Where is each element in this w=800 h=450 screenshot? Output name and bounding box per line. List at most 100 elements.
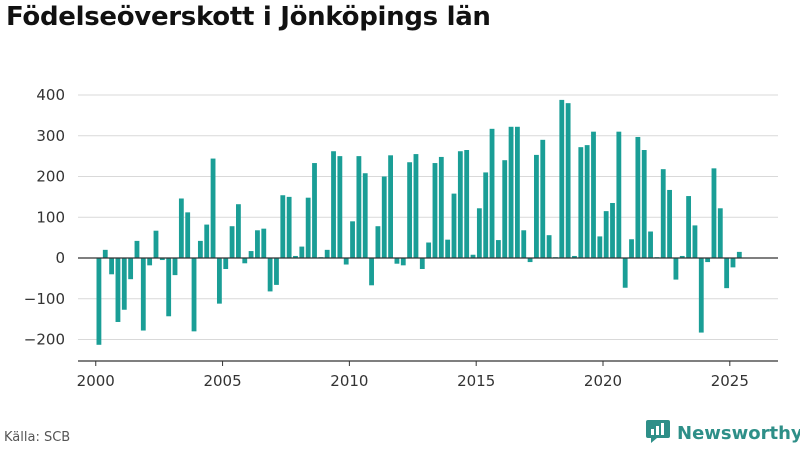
bar <box>483 172 489 258</box>
bar <box>324 249 330 258</box>
bar <box>717 208 723 258</box>
bar <box>293 255 298 258</box>
bar <box>147 258 153 266</box>
bar <box>274 258 279 285</box>
bar <box>667 189 672 258</box>
bar <box>375 226 381 258</box>
bar <box>267 258 273 292</box>
bar <box>508 126 514 258</box>
bar <box>255 230 260 258</box>
brand-logo[interactable]: Newsworthy <box>645 420 800 446</box>
bar <box>692 225 698 258</box>
bar <box>159 258 165 261</box>
bar <box>730 258 736 268</box>
page-title: Födelseöverskott i Jönköpings län <box>6 2 491 32</box>
bar <box>698 258 704 333</box>
x-tick-label: 2025 <box>711 372 749 390</box>
bar <box>394 258 400 264</box>
bar <box>705 258 711 263</box>
bar <box>280 195 286 258</box>
bar <box>641 150 647 258</box>
bar <box>426 242 432 258</box>
bar <box>559 99 565 258</box>
bar <box>369 258 374 286</box>
bar <box>476 208 482 258</box>
bar <box>128 258 134 280</box>
bar <box>521 230 527 258</box>
bar <box>102 249 108 258</box>
y-tick-label: −100 <box>24 290 65 308</box>
bar <box>153 230 159 258</box>
x-axis: 2000 2005 2010 2015 2020 2025 <box>77 360 778 390</box>
x-tick-label: 2015 <box>457 372 495 390</box>
bar <box>248 251 254 258</box>
bar <box>115 258 121 322</box>
bar <box>388 155 393 258</box>
bar <box>166 258 172 317</box>
bar <box>407 162 413 258</box>
bar <box>356 156 362 258</box>
bar <box>565 103 571 259</box>
bar <box>299 246 305 258</box>
bar <box>419 258 425 270</box>
bar <box>603 211 609 258</box>
bar <box>400 258 406 266</box>
bar <box>578 147 584 258</box>
y-tick-label: 200 <box>36 168 65 186</box>
bar <box>134 240 140 258</box>
bar <box>140 258 146 331</box>
bar <box>635 136 641 258</box>
y-tick-label: 300 <box>36 127 65 145</box>
bar <box>572 255 577 258</box>
bar <box>197 240 203 258</box>
bar <box>438 156 444 258</box>
bar <box>686 196 692 258</box>
bar <box>286 196 292 258</box>
bar <box>236 204 241 258</box>
bar <box>622 258 628 288</box>
bar <box>432 163 438 258</box>
x-tick-label: 2000 <box>77 372 115 390</box>
bar <box>527 258 533 263</box>
bar <box>178 198 184 258</box>
grid-lines <box>78 94 778 340</box>
x-tick-label: 2005 <box>203 372 241 390</box>
bar <box>121 258 127 310</box>
bar <box>109 258 115 275</box>
bar <box>724 258 730 289</box>
bar <box>540 139 546 258</box>
bar <box>204 224 210 258</box>
bar <box>660 169 666 258</box>
bar <box>679 255 685 258</box>
y-tick-label: 0 <box>55 249 65 267</box>
bar <box>185 212 191 258</box>
bar <box>381 176 387 258</box>
bar <box>223 258 229 270</box>
bar <box>470 254 476 258</box>
bar <box>242 258 248 264</box>
bar <box>191 258 197 332</box>
bar <box>305 197 311 258</box>
bar <box>514 126 520 258</box>
bars <box>96 99 742 345</box>
bar <box>616 131 622 258</box>
y-tick-label: 400 <box>36 86 65 104</box>
bar <box>597 236 603 258</box>
bar <box>337 156 343 258</box>
bar <box>445 239 451 258</box>
bar <box>464 150 470 258</box>
bar <box>312 163 317 258</box>
bar <box>489 128 495 258</box>
bar <box>96 258 102 345</box>
newsworthy-logo-icon <box>645 418 671 448</box>
bar <box>736 251 742 258</box>
bar <box>673 258 679 280</box>
brand-name: Newsworthy <box>677 422 800 444</box>
bar <box>331 151 336 258</box>
bar <box>546 235 552 258</box>
y-tick-label: −200 <box>24 331 65 349</box>
bar <box>648 231 653 258</box>
bar <box>210 158 216 258</box>
bar <box>216 258 222 304</box>
bar <box>172 258 178 276</box>
